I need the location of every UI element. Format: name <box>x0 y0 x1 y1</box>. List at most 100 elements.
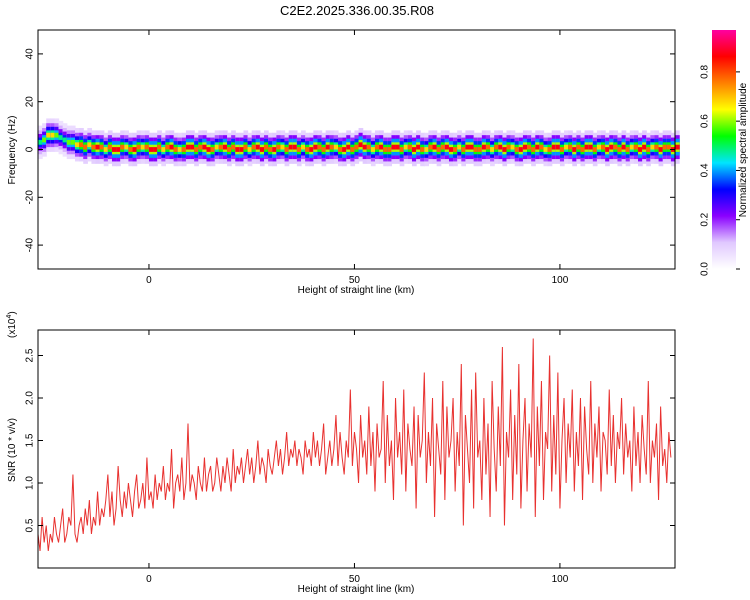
spectrogram-cell <box>457 144 462 150</box>
spectrogram-cell <box>658 147 664 152</box>
colorbar-tick-label: 0.4 <box>700 163 711 177</box>
spectrogram-cell <box>374 144 380 150</box>
spectrogram-cell <box>111 147 117 152</box>
spectrogram-x-tick-label: 100 <box>552 275 569 286</box>
spectrogram-cell <box>128 147 134 152</box>
spectrogram-cell <box>383 147 388 152</box>
spectrogram-cell <box>547 147 553 152</box>
spectrogram-x-axis-label: Height of straight line (km) <box>298 285 415 296</box>
spectrogram-cell <box>103 147 109 152</box>
snr-x-tick-label: 0 <box>146 574 152 585</box>
colorbar-tick-label: 0.8 <box>700 64 711 78</box>
spectrogram-cell <box>120 144 125 150</box>
spectrogram-cell <box>177 147 183 152</box>
spectrogram-cell <box>448 147 454 152</box>
spectrogram-y-axis-label: Frequency (Hz) <box>7 116 18 185</box>
spectrogram-cell <box>350 147 356 152</box>
spectrogram-cell <box>317 144 323 150</box>
spectrogram-cell <box>198 144 203 150</box>
spectrogram-cell <box>157 144 162 150</box>
spectrogram-cell <box>243 144 249 150</box>
spectrogram-cell <box>288 144 294 150</box>
spectrogram-cell <box>465 144 471 150</box>
spectrogram-cell <box>309 147 314 152</box>
spectrogram-cell <box>399 147 405 152</box>
spectrogram-cell <box>662 144 668 150</box>
spectrogram-cell <box>296 147 302 152</box>
spectrogram-cell <box>95 144 101 150</box>
spectrogram-cell <box>140 144 146 150</box>
snr-y-tick-label: 0.5 <box>25 518 36 532</box>
spectrogram-cell <box>617 147 623 152</box>
spectrogram-cell <box>46 132 51 138</box>
spectrogram-cell <box>54 132 60 138</box>
spectrogram-cell <box>321 147 327 152</box>
snr-y-tick-label: 1.0 <box>25 476 36 490</box>
spectrogram-cell <box>646 147 651 152</box>
spectrogram-cell <box>284 147 290 152</box>
spectrogram-cell <box>301 144 306 150</box>
figure-title: C2E2.2025.336.00.35.R08 <box>280 3 434 18</box>
spectrogram-cell <box>169 144 175 150</box>
spectrogram-cell <box>407 144 413 150</box>
spectrogram-cell <box>66 139 72 145</box>
spectrogram-cell <box>313 144 319 150</box>
colorbar-label: Normalized spectral amplitude <box>738 82 749 217</box>
colorbar: 0.0 0.2 0.4 0.6 0.8 Normalized spectral ampl… <box>700 30 749 276</box>
spectrogram-y-tick-label: 20 <box>25 96 36 108</box>
spectrogram-cell <box>58 135 64 140</box>
spectrogram-cell <box>50 132 56 138</box>
spectrogram-cell <box>518 147 524 152</box>
spectrogram-cell <box>432 144 438 150</box>
colorbar-tick-label: 0.6 <box>700 114 711 128</box>
snr-y-multiplier-close: ) <box>7 311 18 314</box>
spectrogram-cell <box>551 144 557 150</box>
snr-panel: 0 50 100 0.5 1.0 1.5 2.0 2.5 Height of straight… <box>6 311 676 595</box>
snr-y-multiplier-base: (x10 <box>7 318 18 338</box>
spectrogram-cell <box>453 147 458 152</box>
spectrogram-cell <box>379 144 384 150</box>
spectrogram-cell <box>259 147 265 152</box>
snr-series <box>38 338 672 552</box>
spectrogram-cell <box>235 147 240 152</box>
snr-y-multiplier: (x104) <box>6 311 18 338</box>
spectrogram-cell <box>621 144 627 150</box>
spectrogram-cell <box>436 147 442 152</box>
spectrogram-cell <box>194 147 199 152</box>
spectrogram-cell <box>346 144 351 150</box>
spectrogram-cell <box>494 144 499 150</box>
spectrogram-cell <box>325 144 331 150</box>
spectrogram-cell <box>342 147 347 152</box>
spectrogram-cell <box>276 144 282 150</box>
spectrogram-cell <box>206 147 212 152</box>
spectrogram-cell <box>272 147 277 152</box>
spectrogram-cell <box>572 147 577 152</box>
spectrogram-cell <box>38 139 43 145</box>
spectrogram-cell <box>498 144 503 150</box>
spectrogram-y-tick-label: 0 <box>25 146 36 152</box>
spectrogram-y-tick-label: -20 <box>25 190 36 205</box>
spectrogram-cell <box>580 147 586 152</box>
spectrogram-cell <box>609 144 614 150</box>
spectrogram-cell <box>338 147 343 152</box>
spectrogram-cell <box>181 147 187 152</box>
spectrogram-heatmap <box>38 118 680 167</box>
spectrogram-cell <box>535 144 540 150</box>
spectrogram-cell <box>490 147 495 152</box>
spectrogram-cell <box>596 144 602 150</box>
spectrogram-cell <box>251 144 257 150</box>
spectrogram-cell <box>124 144 130 150</box>
spectrogram-cell <box>268 147 273 152</box>
spectrogram-cell <box>473 147 479 152</box>
spectrogram-cell <box>136 144 142 150</box>
spectrogram-cell <box>440 144 446 150</box>
spectrogram-cell <box>481 144 487 150</box>
spectrogram-cell <box>613 144 619 150</box>
spectrogram-cell <box>144 144 150 150</box>
spectrogram-cell <box>165 144 171 150</box>
spectrogram-cell <box>584 144 590 150</box>
spectrogram-cell <box>629 144 635 150</box>
spectrogram-x-tick-label: 0 <box>146 275 152 286</box>
spectrogram-cell <box>214 144 220 150</box>
spectrogram-cell <box>564 144 569 150</box>
